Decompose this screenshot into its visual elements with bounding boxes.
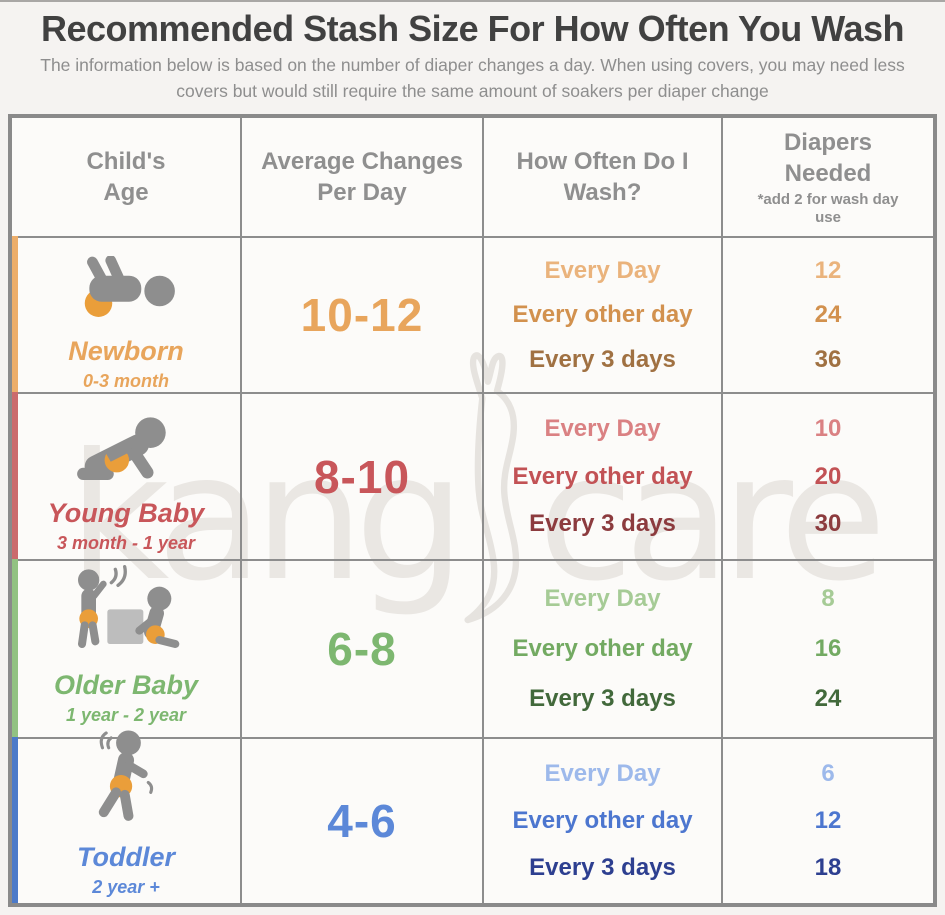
column-header-diapers-needed: Diapers Needed *add 2 for wash day use — [723, 118, 933, 238]
age-range: 0-3 month — [82, 371, 169, 391]
wash-frequency-label: Every other day — [512, 462, 693, 490]
wash-frequency-label: Every Day — [544, 415, 661, 443]
wash-frequency-label: Every other day — [512, 635, 693, 662]
wash-frequency-label: Every 3 days — [529, 685, 676, 712]
wash-frequency-cell-young-baby: Every Day Every other day Every 3 days — [484, 394, 723, 561]
page-title: Recommended Stash Size For How Often You… — [41, 8, 904, 49]
row-accent-bar — [12, 737, 18, 903]
changes-per-day-value: 8-10 — [313, 450, 411, 503]
age-range: 3 month - 1 year — [56, 532, 196, 553]
diapers-needed-value: 24 — [814, 301, 842, 328]
stash-size-table: kang care Child's Age Average Changes Pe… — [8, 114, 937, 907]
column-header-average-changes: Average Changes Per Day — [242, 118, 484, 238]
wash-frequency-label: Every Day — [544, 256, 661, 284]
diapers-needed-value: 24 — [814, 685, 842, 712]
row-accent-bar — [12, 236, 18, 394]
changes-per-day-value: 10-12 — [300, 289, 424, 341]
wash-frequency-label: Every 3 days — [529, 854, 676, 881]
diapers-needed-value: 30 — [814, 509, 842, 537]
age-cell-young-baby: Young Baby 3 month - 1 year — [12, 392, 242, 561]
wash-frequency-cell-toddler: Every Day Every other day Every 3 days — [484, 739, 723, 903]
column-header-how-often-wash: How Often Do I Wash? — [484, 118, 723, 238]
diapers-needed-value: 20 — [814, 462, 842, 490]
age-cell-older-baby: Older Baby 1 year - 2 year — [12, 559, 242, 739]
diapers-needed-value: 12 — [814, 256, 842, 284]
wash-frequency-label: Every other day — [512, 807, 693, 834]
column-header-childs-age: Child's Age — [12, 118, 242, 238]
playing-toddlers-icon — [62, 565, 190, 660]
diapers-needed-cell-older-baby: 8 16 24 — [723, 561, 933, 739]
changes-per-day-value: 4-6 — [327, 795, 397, 847]
diapers-needed-value: 36 — [814, 345, 842, 373]
diapers-needed-note: *add 2 for wash day use — [757, 191, 899, 227]
age-cell-toddler: Toddler 2 year + — [12, 730, 242, 903]
crawling-baby-icon — [71, 400, 181, 488]
diapers-needed-cell-toddler: 6 12 18 — [723, 739, 933, 903]
wash-frequency-label: Every other day — [512, 301, 693, 328]
wash-frequency-cell-newborn: Every Day Every other day Every 3 days — [484, 238, 723, 394]
changes-cell-older-baby: 6-8 — [242, 561, 484, 739]
row-accent-bar — [12, 392, 18, 561]
age-range: 1 year - 2 year — [65, 705, 187, 725]
age-group-name: Older Baby — [53, 670, 199, 700]
row-accent-bar — [12, 559, 18, 739]
age-group-name: Young Baby — [47, 497, 205, 528]
age-group-name: Newborn — [68, 336, 184, 366]
diapers-needed-cell-newborn: 12 24 36 — [723, 238, 933, 394]
changes-per-day-value: 6-8 — [327, 623, 397, 675]
newborn-lying-baby-icon — [71, 238, 181, 326]
wash-frequency-label: Every 3 days — [529, 509, 676, 537]
wash-frequency-label: Every Day — [544, 760, 661, 787]
diapers-needed-value: 18 — [814, 854, 842, 881]
diapers-needed-value: 6 — [821, 760, 835, 787]
walking-toddler-icon — [78, 730, 174, 832]
diapers-needed-value: 12 — [814, 807, 842, 834]
page-subtitle: The information below is based on the nu… — [40, 55, 905, 102]
age-group-name: Toddler — [77, 842, 175, 872]
wash-frequency-label: Every Day — [544, 585, 661, 612]
table-grid: Child's Age Average Changes Per Day How … — [12, 118, 933, 903]
changes-cell-newborn: 10-12 — [242, 238, 484, 394]
diapers-needed-value: 10 — [814, 415, 842, 443]
diapers-needed-value: 16 — [814, 635, 842, 662]
changes-cell-toddler: 4-6 — [242, 739, 484, 903]
diapers-needed-label: Diapers Needed — [783, 128, 873, 187]
diapers-needed-value: 8 — [821, 585, 835, 612]
wash-frequency-cell-older-baby: Every Day Every other day Every 3 days — [484, 561, 723, 739]
diapers-needed-cell-young-baby: 10 20 30 — [723, 394, 933, 561]
wash-frequency-label: Every 3 days — [529, 345, 676, 373]
age-cell-newborn: Newborn 0-3 month — [12, 236, 242, 394]
changes-cell-young-baby: 8-10 — [242, 394, 484, 561]
age-range: 2 year + — [92, 877, 160, 897]
